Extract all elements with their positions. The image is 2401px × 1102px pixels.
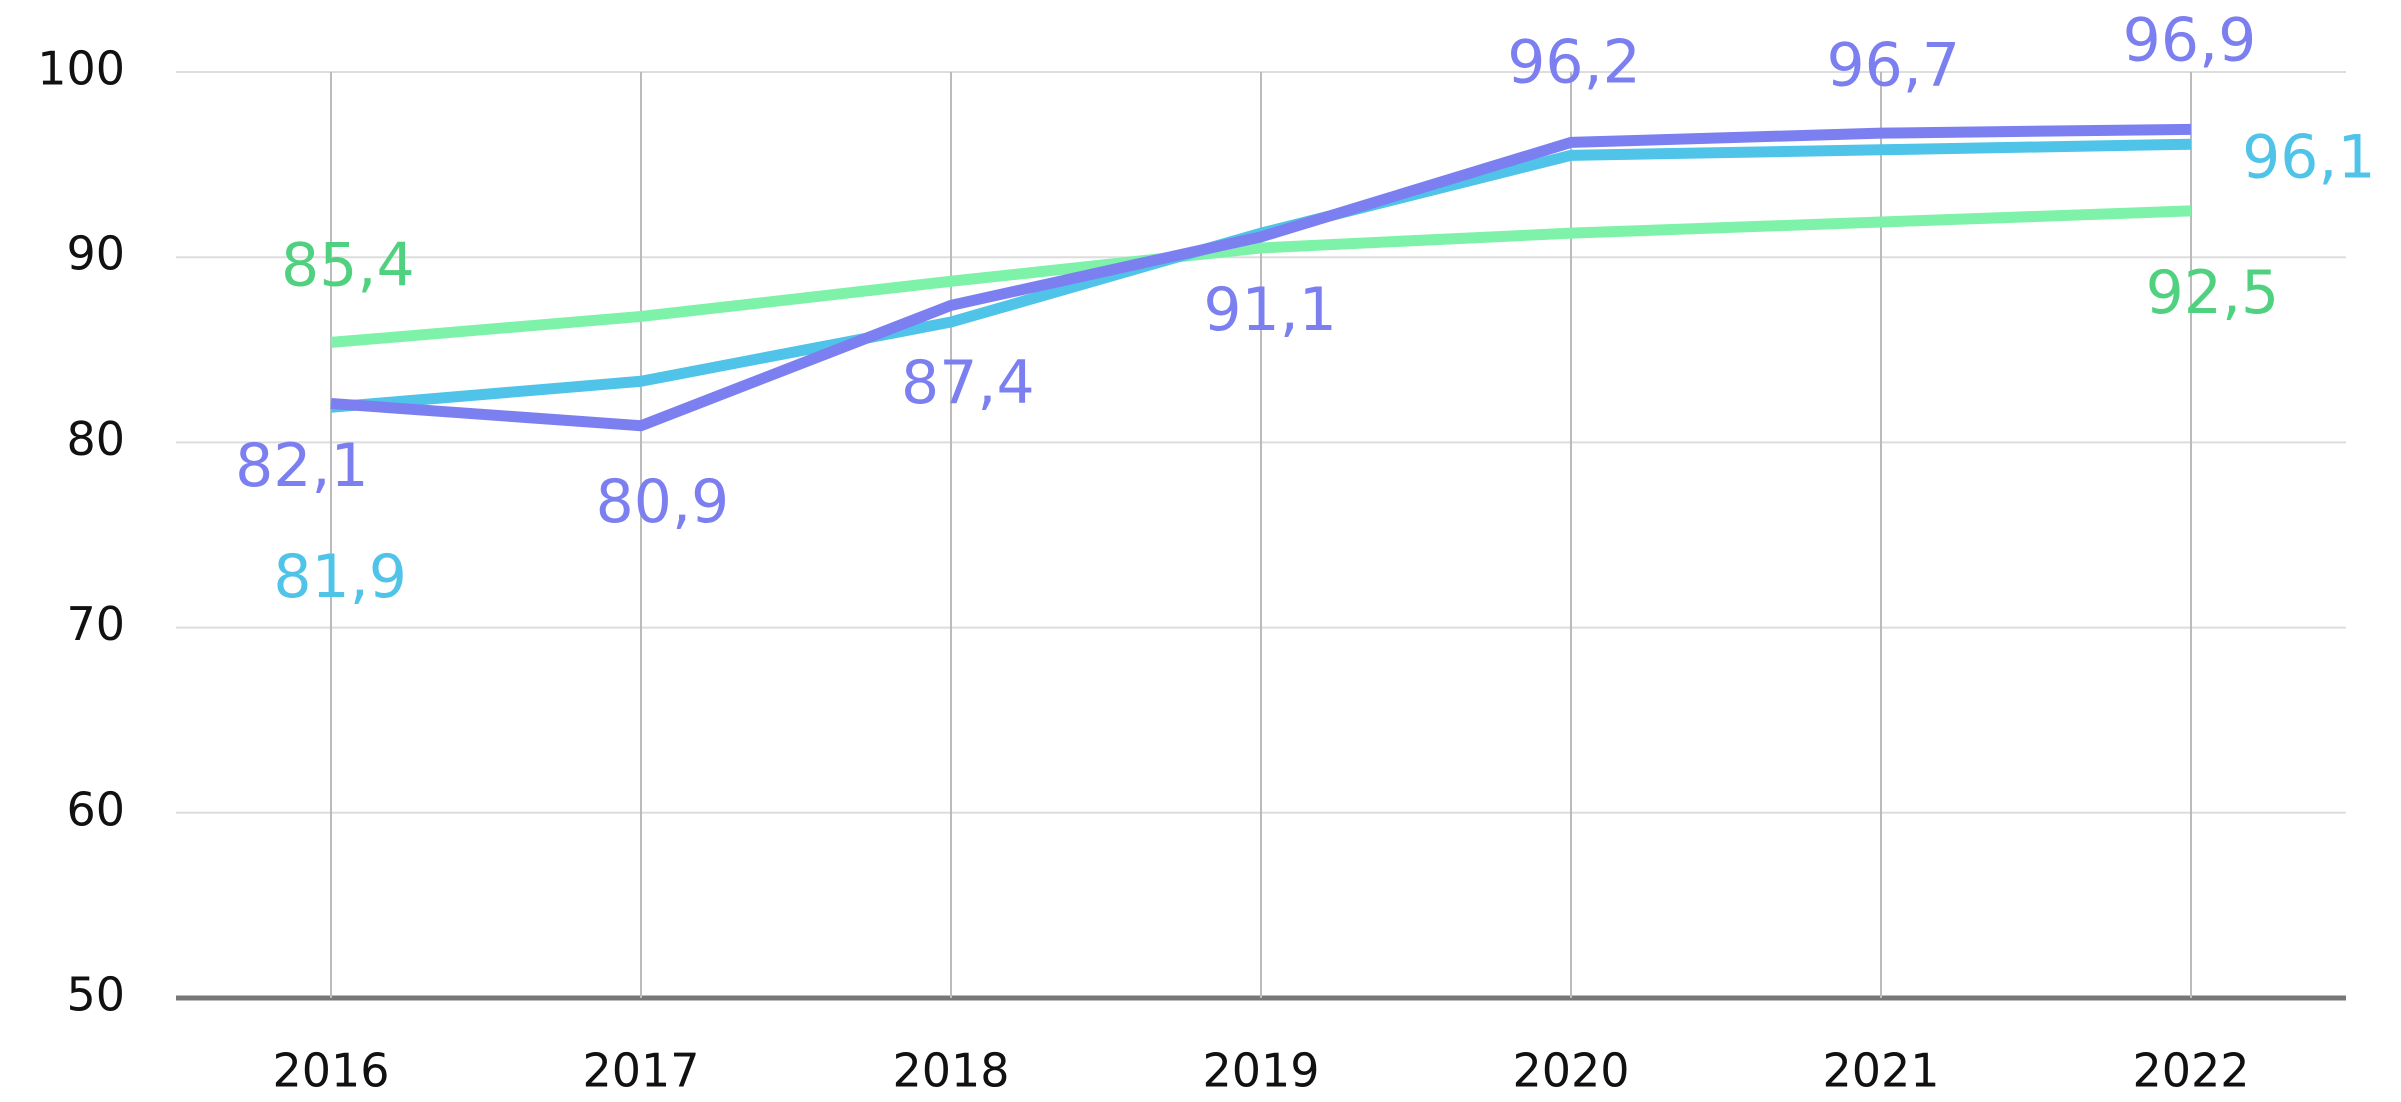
y-tick-label: 70 [66,597,125,651]
data-label: 82,1 [235,431,369,501]
y-tick-label: 100 [37,42,125,96]
data-label: 87,4 [901,348,1035,418]
y-tick-label: 90 [66,227,125,281]
series-line [330,123,2192,432]
data-label: 96,2 [1507,27,1641,97]
data-label: 80,9 [596,467,730,537]
y-tick-label: 80 [66,412,125,466]
data-label: 81,9 [273,542,407,612]
data-label: 96,9 [2123,5,2257,75]
y-tick-label: 50 [66,968,125,1022]
x-tick-label: 2020 [1512,1044,1629,1098]
data-label: 96,1 [2242,123,2376,193]
data-label: 92,5 [2146,258,2280,328]
data-label: 85,4 [281,230,415,300]
x-tick-label: 2016 [272,1044,389,1098]
series-line [330,205,2192,348]
x-tick-label: 2022 [2132,1044,2249,1098]
y-tick-label: 60 [66,782,125,836]
x-tick-label: 2018 [892,1044,1009,1098]
data-label: 96,7 [1826,30,1960,100]
x-tick-label: 2017 [582,1044,699,1098]
x-tick-label: 2021 [1822,1044,1939,1098]
x-tick-label: 2019 [1202,1044,1319,1098]
data-label: 91,1 [1203,275,1337,345]
